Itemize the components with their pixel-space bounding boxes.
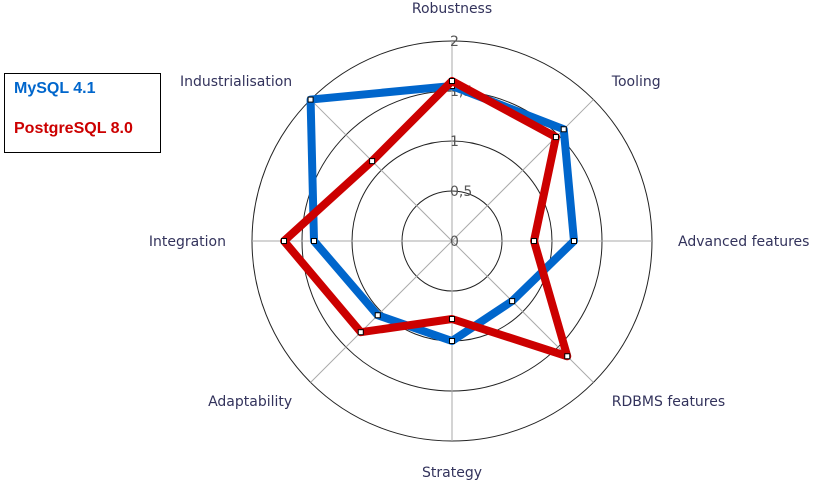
axis-label: Advanced features [678, 234, 809, 250]
axis-label: RDBMS features [612, 394, 725, 410]
data-point [281, 238, 287, 244]
data-point [369, 158, 376, 165]
axis-label: Integration [149, 234, 226, 250]
tick-label: 2 [450, 34, 459, 50]
series-1 [280, 77, 572, 361]
data-point [449, 316, 455, 322]
data-point [552, 134, 559, 141]
axis-labels: Robustness Tooling Advanced features RDBMS … [149, 1, 810, 481]
series-0 [306, 82, 578, 345]
spoke-3 [451, 240, 594, 383]
data-point [531, 238, 537, 244]
spoke-5 [310, 240, 453, 383]
data-point [307, 96, 314, 103]
data-point [509, 298, 516, 305]
data-point [449, 78, 455, 84]
legend: MySQL 4.1 PostgreSQL 8.0 [4, 73, 161, 153]
data-point [311, 238, 317, 244]
tick-label: 0,5 [450, 184, 472, 200]
series-layer [280, 77, 578, 361]
data-point [449, 338, 455, 344]
axis-label: Tooling [611, 74, 661, 90]
data-point [560, 126, 567, 133]
series-line [280, 77, 572, 361]
axis-label: Adaptability [208, 394, 292, 410]
data-point [564, 353, 571, 360]
spoke-1 [451, 99, 594, 242]
data-point [374, 312, 381, 319]
axis-label: Strategy [422, 465, 482, 481]
axis-label: Robustness [412, 1, 492, 17]
data-point [571, 238, 577, 244]
legend-entry-mysql: MySQL 4.1 [14, 80, 96, 97]
data-point [357, 329, 364, 336]
axis-label: Industrialisation [180, 74, 292, 90]
spoke-7 [310, 99, 453, 242]
tick-label: 0 [450, 234, 459, 250]
legend-entry-postgresql: PostgreSQL 8.0 [14, 120, 133, 137]
tick-label: 1 [450, 134, 459, 150]
